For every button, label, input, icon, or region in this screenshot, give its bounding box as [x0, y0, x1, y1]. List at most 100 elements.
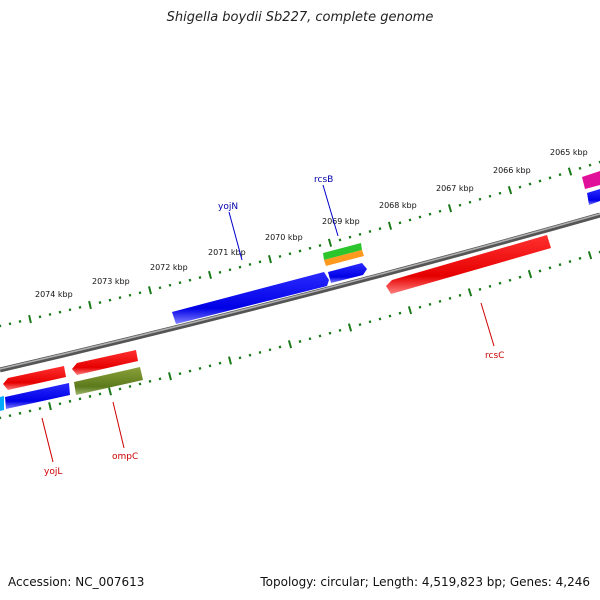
minor-tick: [468, 200, 472, 204]
gene-label-ompC: ompC: [112, 452, 138, 462]
minor-tick: [208, 364, 212, 368]
gene-right-blue[interactable]: [587, 189, 600, 205]
minor-tick: [588, 163, 592, 167]
gene-right-magenta[interactable]: [582, 171, 600, 189]
minor-tick: [188, 369, 192, 373]
minor-tick: [218, 361, 222, 365]
minor-tick: [178, 281, 182, 285]
minor-tick: [518, 185, 522, 189]
minor-tick: [228, 268, 232, 272]
minor-tick: [438, 209, 442, 213]
minor-tick: [298, 340, 302, 343]
minor-tick: [548, 266, 552, 270]
minor-tick: [578, 166, 582, 170]
minor-tick: [198, 367, 202, 370]
gene-ompC[interactable]: [74, 367, 143, 395]
label-yojL: yojL: [41, 417, 62, 477]
minor-tick: [368, 230, 372, 233]
minor-tick: [248, 263, 252, 266]
label-rcsB: rcsB: [314, 175, 339, 237]
minor-tick: [558, 173, 562, 177]
minor-tick: [338, 238, 342, 242]
genome-summary-text: Topology: circular; Length: 4,519,823 bp…: [260, 575, 590, 589]
label-rcsC: rcsC: [480, 302, 504, 361]
minor-tick: [148, 379, 152, 383]
minor-tick: [18, 320, 22, 323]
major-tick: [467, 288, 473, 297]
gene-rcsC[interactable]: [386, 235, 551, 294]
label-yojN: yojN: [218, 202, 243, 261]
minor-tick: [138, 291, 142, 295]
gene-label-rcsC: rcsC: [485, 351, 504, 361]
kbp-label: 2067 kbp: [436, 184, 474, 193]
minor-tick: [158, 286, 162, 290]
gene-green[interactable]: [323, 243, 362, 260]
kbp-label: 2066 kbp: [493, 166, 531, 175]
minor-tick: [318, 334, 322, 338]
minor-tick: [98, 392, 102, 396]
minor-tick: [498, 191, 502, 195]
minor-tick: [358, 323, 362, 327]
minor-tick: [298, 249, 302, 253]
gene-orange[interactable]: [324, 250, 364, 266]
minor-tick: [318, 244, 322, 247]
kbp-label: 2065 kbp: [550, 148, 588, 157]
gene-left-blue[interactable]: [5, 383, 70, 409]
minor-tick: [28, 409, 32, 413]
kbp-label: 2071 kbp: [208, 248, 246, 257]
major-tick: [208, 270, 212, 280]
minor-tick: [338, 328, 342, 332]
minor-tick: [238, 356, 242, 360]
minor-tick: [398, 311, 402, 315]
label-ompC: ompC: [112, 401, 138, 462]
minor-tick: [248, 353, 252, 357]
minor-tick: [428, 302, 432, 306]
minor-tick: [408, 218, 412, 222]
minor-tick: [308, 246, 312, 250]
minor-tick: [498, 281, 502, 285]
minor-tick: [348, 235, 352, 239]
minor-tick: [258, 260, 262, 264]
minor-tick: [428, 212, 432, 216]
minor-tick: [418, 215, 422, 219]
minor-tick: [188, 278, 192, 282]
gene-left-red-2[interactable]: [72, 350, 138, 375]
accession-text: Accession: NC_007613: [8, 575, 145, 589]
outer-tick-ring: [0, 160, 600, 328]
minor-tick: [378, 227, 382, 231]
minor-tick: [268, 348, 272, 352]
kbp-label: 2068 kbp: [379, 201, 417, 210]
major-tick: [447, 204, 453, 213]
major-tick: [48, 402, 52, 411]
inner-tick-ring: [0, 250, 600, 420]
minor-tick: [78, 305, 82, 309]
minor-tick: [418, 305, 422, 309]
genome-backbone-highlight: [0, 213, 600, 370]
minor-tick: [518, 275, 522, 279]
major-tick: [168, 372, 172, 381]
kbp-label: 2069 kbp: [322, 217, 360, 226]
minor-tick: [328, 331, 332, 335]
minor-tick: [88, 394, 92, 398]
major-tick: [527, 269, 533, 279]
minor-tick: [458, 293, 462, 297]
minor-tick: [128, 293, 132, 297]
minor-tick: [388, 314, 392, 318]
genome-backbone: [0, 212, 600, 373]
gene-label-rcsB: rcsB: [314, 175, 333, 185]
gene-left-red-1[interactable]: [3, 366, 66, 390]
minor-tick: [278, 255, 282, 258]
minor-tick: [108, 298, 112, 302]
minor-tick: [178, 372, 182, 376]
minor-tick: [168, 283, 172, 287]
minor-tick: [538, 269, 542, 273]
major-tick: [228, 356, 232, 365]
major-tick: [268, 255, 272, 264]
major-tick: [407, 306, 413, 315]
minor-tick: [68, 399, 72, 403]
minor-tick: [48, 313, 52, 316]
gene-yojN[interactable]: [172, 272, 329, 324]
minor-tick: [448, 296, 452, 300]
gene-rcsB[interactable]: [328, 263, 367, 283]
gene-edge-cyan[interactable]: [0, 396, 4, 411]
